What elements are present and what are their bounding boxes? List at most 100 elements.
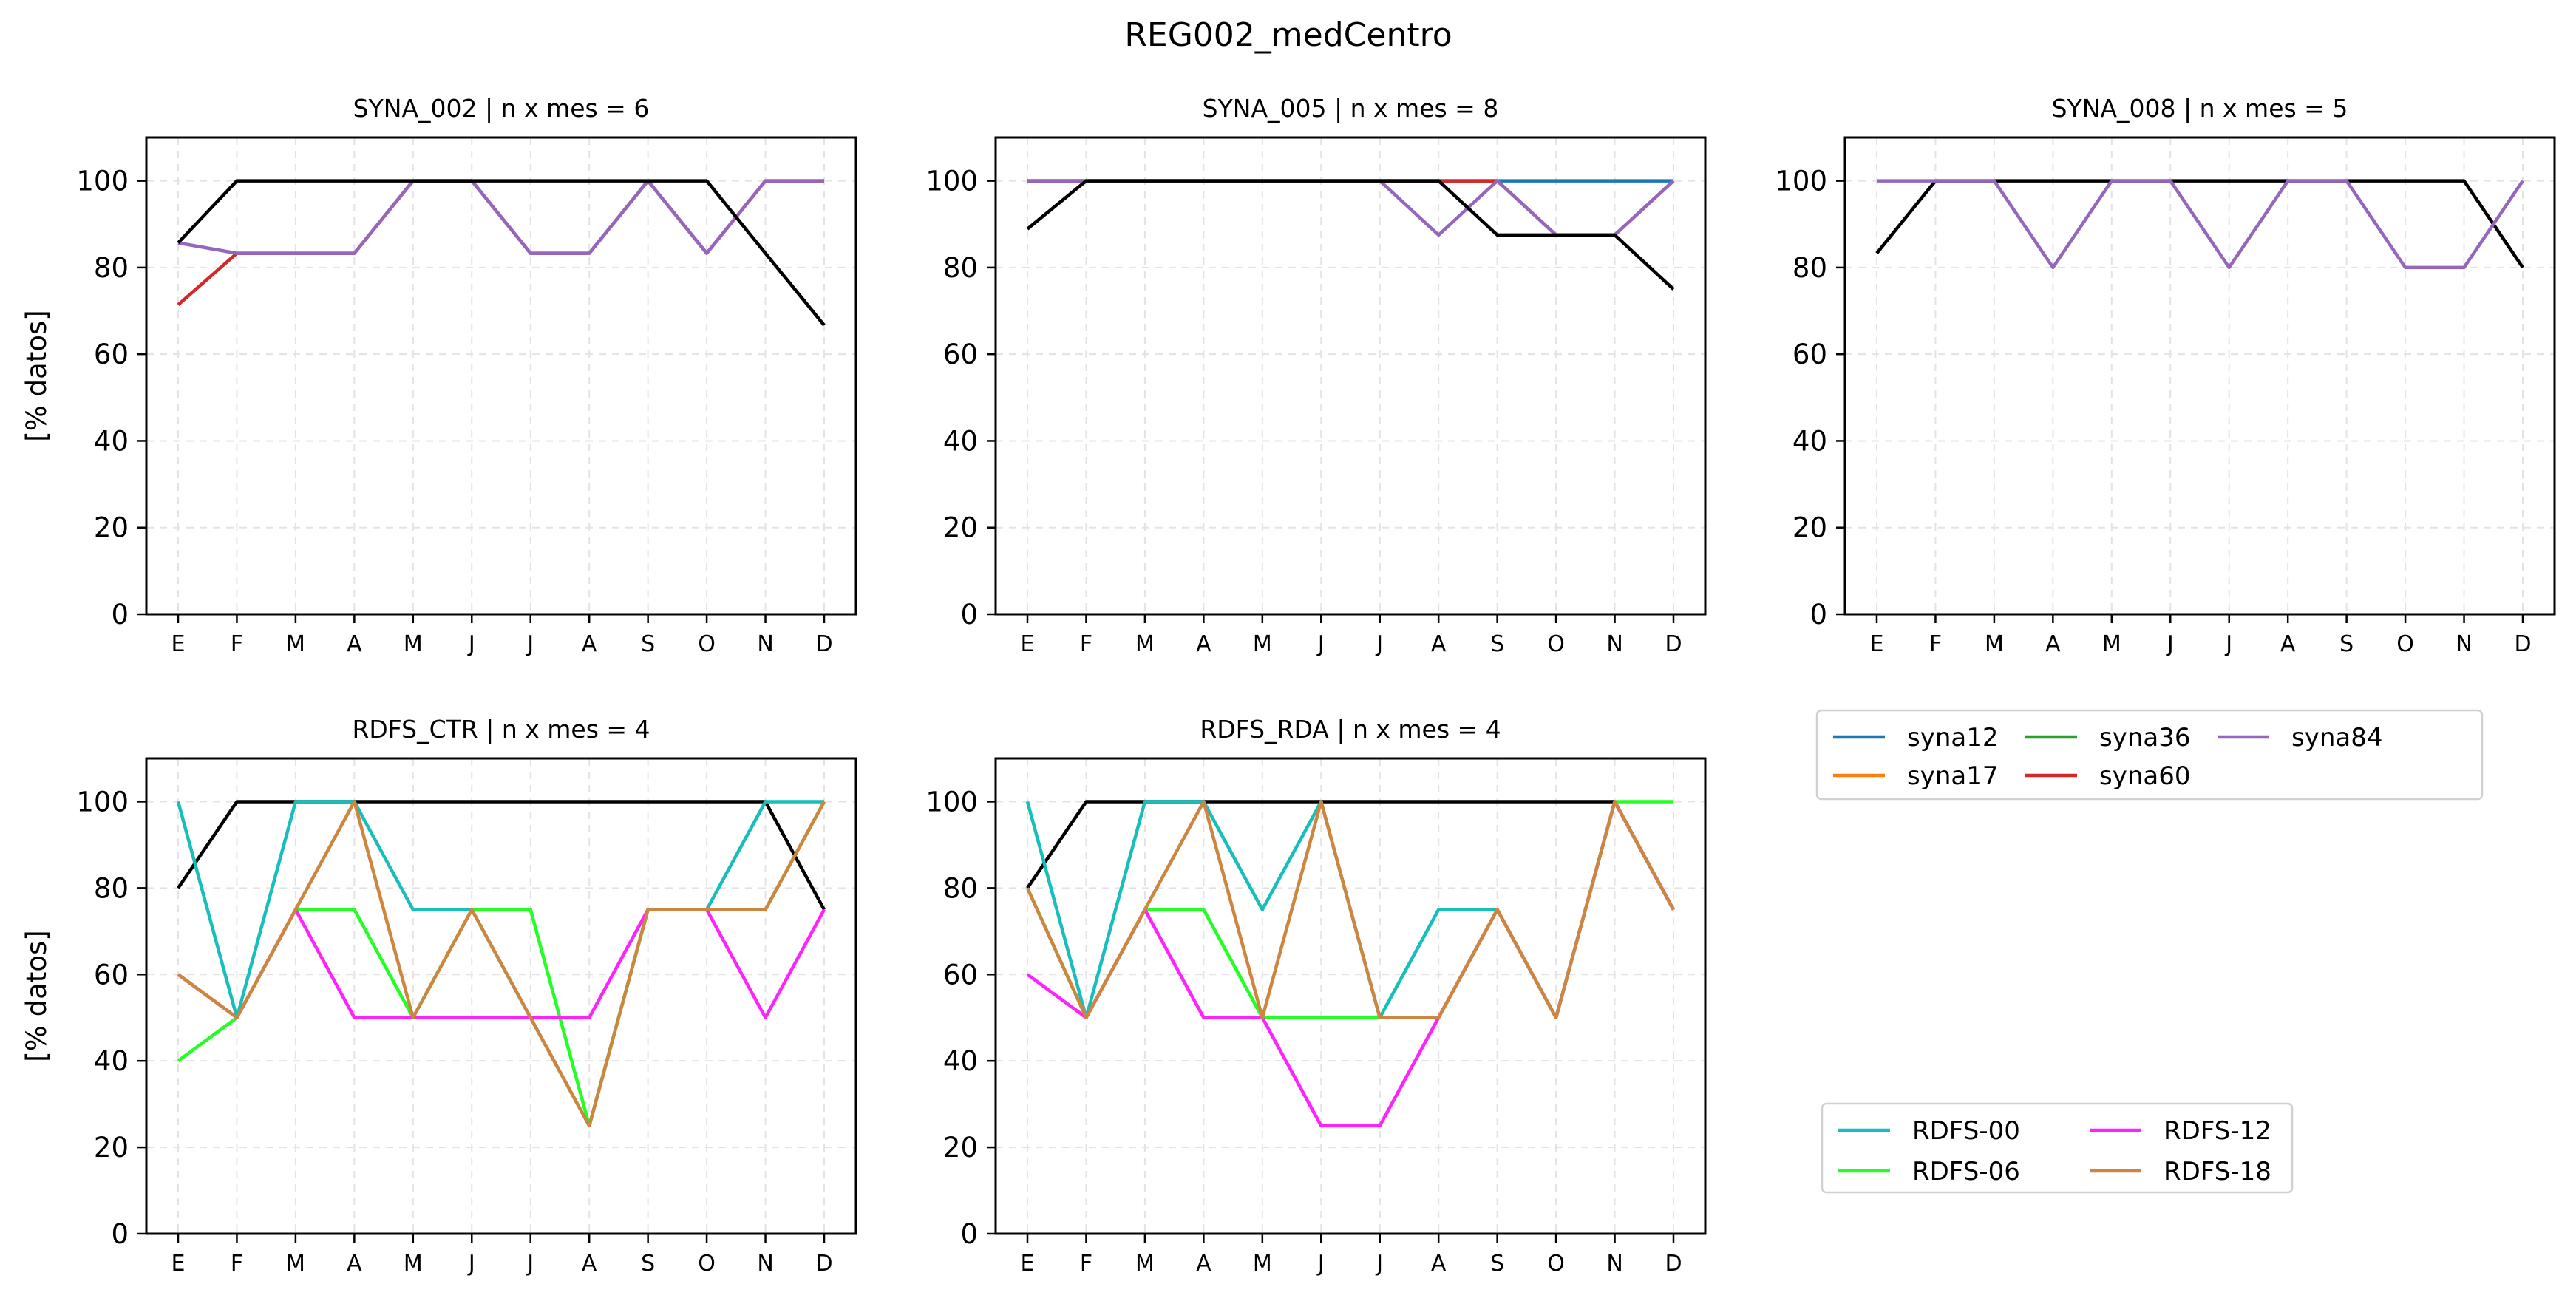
x-tick-label: N bbox=[757, 631, 773, 657]
axes-frame bbox=[1843, 136, 2556, 616]
y-tick-label: 20 bbox=[94, 512, 129, 544]
series-line-RDFS-18 bbox=[1025, 800, 1675, 1019]
x-tick-label: N bbox=[1606, 1251, 1622, 1277]
y-tick-label: 80 bbox=[943, 252, 978, 284]
y-tick-label: 60 bbox=[94, 339, 129, 370]
x-tick-label: O bbox=[698, 1251, 716, 1277]
x-tick-label: J bbox=[2166, 631, 2174, 657]
x-tick-label: F bbox=[1080, 1251, 1092, 1277]
x-tick-label: D bbox=[1665, 1251, 1682, 1277]
y-tick-label: 60 bbox=[943, 959, 978, 991]
y-tick-label: 40 bbox=[1792, 425, 1827, 457]
x-tick-label: A bbox=[347, 1251, 362, 1277]
x-tick-label: E bbox=[1021, 1251, 1035, 1277]
x-tick-label: A bbox=[1431, 1251, 1447, 1277]
y-tick-label: 40 bbox=[943, 1045, 978, 1077]
x-tick-label: A bbox=[2280, 631, 2296, 657]
y-tick-label: 80 bbox=[943, 872, 978, 904]
y-tick-label: 40 bbox=[94, 425, 129, 457]
legend-frame bbox=[1815, 709, 2484, 801]
x-tick-label: J bbox=[526, 1251, 534, 1277]
y-axis-label: [% datos] bbox=[21, 930, 52, 1061]
x-tick-label: M bbox=[1253, 1251, 1272, 1277]
subplot-title: RDFS_CTR | n x mes = 4 bbox=[352, 715, 650, 744]
y-tick-label: 20 bbox=[943, 1132, 978, 1164]
y-tick-label: 20 bbox=[1792, 512, 1827, 544]
x-tick-label: J bbox=[1375, 1251, 1383, 1277]
legend-label-RDFS-18: RDFS-18 bbox=[2164, 1157, 2271, 1186]
y-tick-label: 100 bbox=[76, 166, 129, 197]
x-tick-label: E bbox=[1021, 631, 1035, 657]
series-line-total bbox=[1026, 179, 1675, 291]
y-tick-label: 100 bbox=[1775, 166, 1827, 197]
y-tick-label: 40 bbox=[94, 1045, 129, 1077]
x-tick-label: D bbox=[815, 1251, 832, 1277]
x-tick-label: J bbox=[1316, 1251, 1325, 1277]
y-tick-label: 100 bbox=[925, 166, 978, 197]
y-tick-label: 20 bbox=[943, 512, 978, 544]
series-line-total bbox=[177, 800, 826, 911]
x-tick-label: J bbox=[467, 1251, 475, 1277]
x-tick-label: N bbox=[1606, 631, 1622, 657]
y-tick-label: 100 bbox=[925, 786, 978, 818]
y-tick-label: 0 bbox=[1809, 599, 1827, 631]
legend-label-syna84: syna84 bbox=[2291, 723, 2382, 753]
x-tick-label: J bbox=[467, 631, 475, 657]
x-tick-label: S bbox=[1490, 1251, 1504, 1277]
x-tick-label: A bbox=[1196, 1251, 1211, 1277]
series-line-syna84 bbox=[177, 179, 824, 255]
x-tick-label: F bbox=[1929, 631, 1942, 657]
y-tick-label: 40 bbox=[943, 425, 978, 457]
rdfs-legend: RDFS-00 RDFS-06 RDFS-12 RDFS-18 bbox=[1821, 1102, 2294, 1194]
subplot-title: SYNA_002 | n x mes = 6 bbox=[353, 94, 650, 123]
x-tick-label: D bbox=[2514, 631, 2531, 657]
x-tick-label: O bbox=[2396, 631, 2414, 657]
x-tick-label: A bbox=[347, 631, 362, 657]
y-tick-label: 80 bbox=[94, 252, 129, 284]
x-tick-label: S bbox=[641, 631, 655, 657]
x-tick-label: A bbox=[582, 1251, 597, 1277]
x-tick-label: F bbox=[1080, 631, 1092, 657]
legend-label-syna60: syna60 bbox=[2099, 761, 2190, 791]
subplot-1: E F M A M J J A S O N D 0 20 40 60 80 100 SYNA_002 | n x m… bbox=[21, 94, 857, 657]
y-tick-label: 0 bbox=[960, 599, 978, 631]
legend-label-RDFS-12: RDFS-12 bbox=[2164, 1116, 2271, 1146]
x-tick-label: M bbox=[286, 631, 305, 657]
x-tick-label: M bbox=[286, 1251, 305, 1277]
x-tick-label: M bbox=[404, 631, 423, 657]
subplot-3: E F M A M J J A S O N D 0 20 40 60 80 100 SYNA_008 | n x m… bbox=[1775, 94, 2556, 657]
axes-frame bbox=[145, 757, 857, 1235]
subplot-5: E F M A M J J A S O N D 0 20 40 60 80 100 RDFS_RDA | n x m… bbox=[925, 715, 1707, 1277]
y-axis-label: [% datos] bbox=[21, 310, 52, 441]
x-tick-label: J bbox=[2224, 631, 2232, 657]
y-tick-label: 60 bbox=[1792, 339, 1827, 370]
y-tick-label: 80 bbox=[1792, 252, 1827, 284]
synop-legend: syna12 syna17 syna36 syna60 syna84 bbox=[1815, 709, 2484, 801]
x-tick-label: M bbox=[1985, 631, 2004, 657]
subplot-title: SYNA_005 | n x mes = 8 bbox=[1203, 94, 1499, 123]
series-line-RDFS-18 bbox=[177, 800, 826, 1128]
legend-label-RDFS-00: RDFS-00 bbox=[1912, 1116, 2020, 1146]
x-tick-label: O bbox=[698, 631, 716, 657]
subplot-4: E F M A M J J A S O N D 0 20 40 60 80 100 RDFS_CTR | n x m… bbox=[21, 715, 857, 1277]
x-tick-label: S bbox=[641, 1251, 655, 1277]
x-tick-label: E bbox=[1870, 631, 1884, 657]
subplot-2: E F M A M J J A S O N D 0 20 40 60 80 100 SYNA_005 | n x m… bbox=[925, 94, 1707, 657]
x-tick-label: J bbox=[526, 631, 534, 657]
axes-frame bbox=[145, 136, 857, 616]
y-tick-label: 60 bbox=[94, 959, 129, 991]
x-tick-label: A bbox=[582, 631, 597, 657]
x-tick-label: D bbox=[1665, 631, 1682, 657]
series-line-syna84 bbox=[1877, 179, 2524, 270]
legend-label-syna12: syna12 bbox=[1907, 723, 1998, 753]
x-tick-label: M bbox=[404, 1251, 423, 1277]
legend-label-syna36: syna36 bbox=[2099, 723, 2190, 753]
figure-title: REG002_medCentro bbox=[1124, 16, 1452, 54]
subplot-title: RDFS_RDA | n x mes = 4 bbox=[1200, 715, 1501, 744]
x-tick-label: J bbox=[1375, 631, 1383, 657]
axes-frame bbox=[994, 136, 1707, 616]
x-tick-label: M bbox=[2102, 631, 2121, 657]
y-tick-label: 80 bbox=[94, 872, 129, 904]
